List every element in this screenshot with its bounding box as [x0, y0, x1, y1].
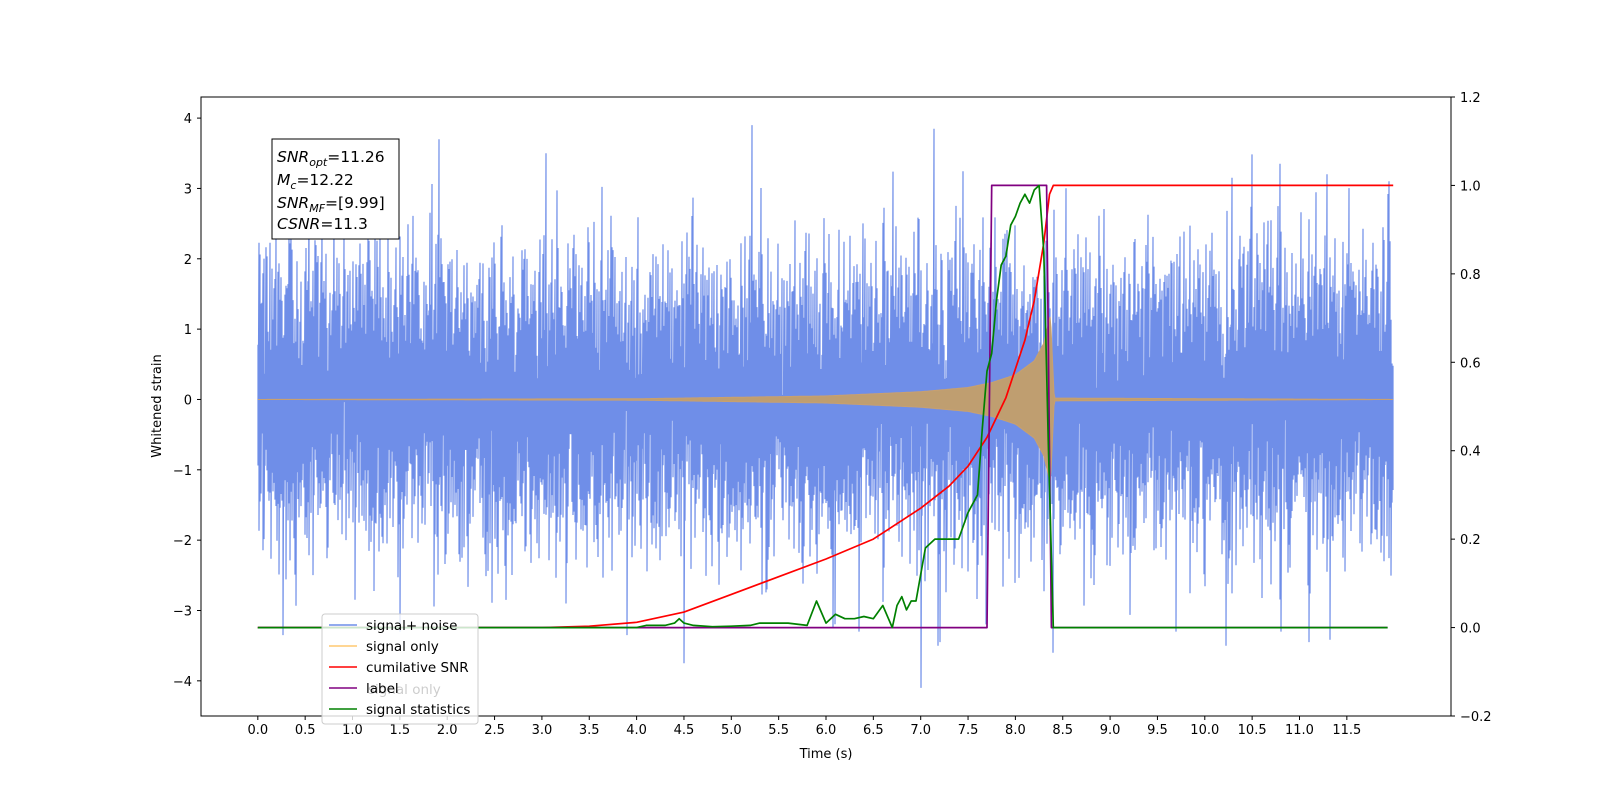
x-tick-label: 3.5	[579, 723, 600, 738]
legend-entry-signal-noise: signal+ noise	[329, 618, 457, 634]
x-tick-label: 5.5	[768, 723, 789, 738]
tick-layer: 0.0 0.5 1.0 1.5 2.0 2.5 3.0 3.5 4.0 4.5 5.0 5.5 6.0 6…	[173, 91, 1492, 738]
annotation-line-mc: Mc=12.22	[277, 171, 354, 192]
x-tick-label: 9.5	[1147, 723, 1168, 738]
legend: signal only signal+ noise signal only cu…	[321, 613, 479, 725]
x-tick-label: 0.5	[295, 723, 316, 738]
x-tick-label: 11.5	[1332, 723, 1361, 738]
y-left-tick-label: 1	[184, 323, 192, 338]
legend-label-signal-only: signal only	[366, 639, 439, 655]
legend-label-signal-noise: signal+ noise	[366, 618, 457, 634]
legend-entry-cumilative-snr: cumilative SNR	[329, 660, 469, 676]
y-left-tick-label: −2	[173, 534, 192, 549]
annotation-frame	[271, 138, 400, 240]
annotation-line-csnr: CSNR=11.3	[277, 215, 368, 233]
x-tick-label: 6.5	[863, 723, 884, 738]
annotation-box: SNRopt=11.26 Mc=12.22 SNRMF=[9.99] CSNR=…	[271, 138, 400, 240]
x-tick-label: 2.5	[484, 723, 505, 738]
x-tick-label: 11.0	[1285, 723, 1314, 738]
legend-entry-signal-statistics: signal statistics	[329, 702, 470, 718]
series-layer	[257, 125, 1394, 688]
y-right-tick-label: 0.8	[1460, 268, 1481, 283]
x-tick-label: 4.0	[626, 723, 647, 738]
x-tick-label: 8.5	[1052, 723, 1073, 738]
x-tick-label: 3.0	[532, 723, 553, 738]
legend-label-signal-statistics: signal statistics	[366, 702, 470, 718]
x-tick-label: 10.5	[1238, 723, 1267, 738]
x-tick-label: 6.0	[816, 723, 837, 738]
y-left-tick-label: −3	[173, 604, 192, 619]
x-tick-label: 7.0	[910, 723, 931, 738]
y-right-tick-label: 0.6	[1460, 356, 1481, 371]
legend-label-label: label	[366, 681, 399, 697]
y-right-tick-label: −0.2	[1460, 710, 1492, 725]
x-axis-label: Time (s)	[799, 747, 853, 762]
y-right-tick-label: 0.2	[1460, 533, 1481, 548]
y-right-tick-label: 0.0	[1460, 622, 1481, 637]
x-tick-label: 0.0	[247, 723, 268, 738]
x-tick-label: 2.0	[437, 723, 458, 738]
y-right-tick-label: 1.0	[1460, 179, 1481, 194]
series-signal-statistics	[257, 184, 1388, 629]
annotation-line-snr-opt: SNRopt=11.26	[277, 148, 385, 169]
x-tick-label: 10.0	[1190, 723, 1219, 738]
legend-hidden-label: signal only	[368, 682, 441, 698]
y-left-tick-label: 4	[184, 112, 192, 127]
y-left-tick-label: 3	[184, 182, 192, 197]
legend-entry-signal-only: signal only	[329, 639, 439, 655]
x-tick-label: 7.5	[958, 723, 979, 738]
x-tick-label: 4.5	[674, 723, 695, 738]
x-tick-label: 1.5	[390, 723, 411, 738]
legend-label-cumilative-snr: cumilative SNR	[366, 660, 469, 676]
x-tick-label: 1.0	[342, 723, 363, 738]
series-signal-only	[258, 316, 1393, 483]
y-right-tick-label: 1.2	[1460, 91, 1481, 106]
y-left-tick-label: 2	[184, 253, 192, 268]
series-signal-noise	[257, 125, 1394, 688]
legend-entry-label: label	[329, 681, 399, 697]
y-right-tick-label: 0.4	[1460, 445, 1481, 460]
y-left-tick-label: 0	[184, 393, 192, 408]
x-tick-label: 5.0	[721, 723, 742, 738]
x-tick-label: 9.0	[1100, 723, 1121, 738]
legend-frame	[321, 613, 479, 725]
y-left-tick-label: −4	[173, 675, 192, 690]
y-axis-label: Whitened strain	[150, 354, 165, 457]
x-tick-label: 8.0	[1005, 723, 1026, 738]
annotation-line-snr-mf: SNRMF=[9.99]	[277, 194, 385, 215]
series-cumilative-snr	[257, 184, 1394, 629]
y-left-tick-label: −1	[173, 464, 192, 479]
